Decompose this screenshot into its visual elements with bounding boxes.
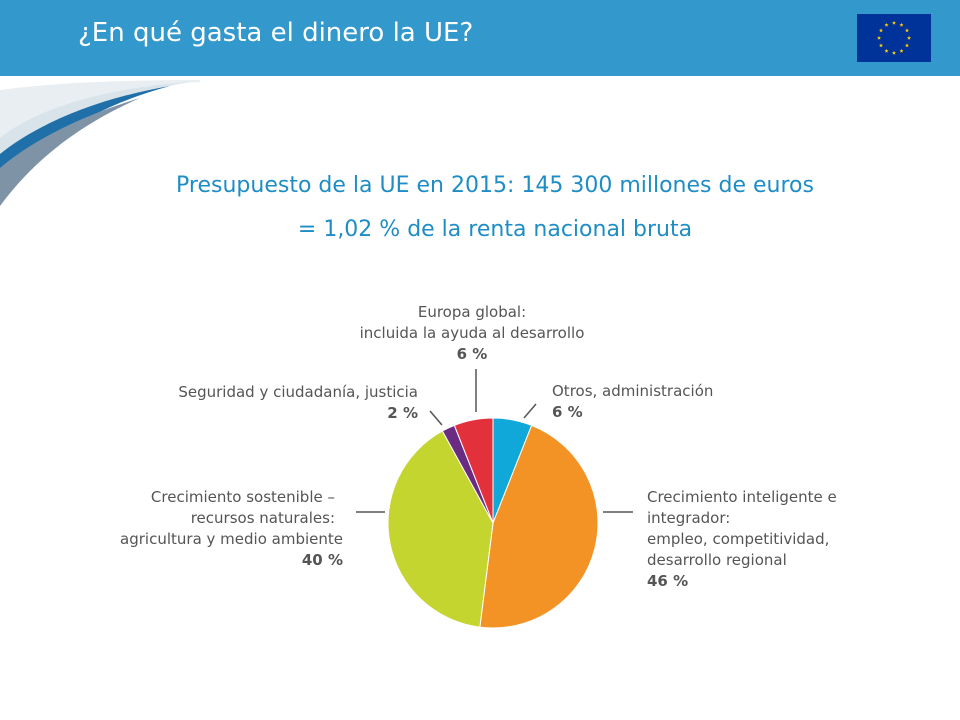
value-otros: 6 % [552, 403, 583, 421]
flag-star [878, 28, 884, 33]
label-otros: Otros, administración 6 % [552, 382, 714, 421]
value-europa-global: 6 % [456, 345, 488, 363]
flag-star [884, 22, 889, 27]
slice-crecimiento-sostenible [387, 430, 494, 628]
headline-gni: = 1,02 % de la renta nacional bruta [297, 217, 693, 242]
value-seguridad: 2 % [387, 404, 418, 422]
value-sostenible: 40 % [301, 551, 343, 569]
page-title: ¿En qué gasta el dinero la UE? [78, 18, 474, 48]
flag-star [899, 48, 904, 53]
headline-budget: Presupuesto de la UE en 2015: 145 300 mi… [176, 173, 814, 198]
label-inteligente: Crecimiento inteligente e integrador: em… [647, 488, 837, 590]
label-seguridad: Seguridad y ciudadanía, justicia 2 % [118, 382, 418, 424]
flag-star [906, 35, 912, 40]
decorative-swoosh [0, 80, 200, 206]
slice-europa-global [453, 417, 494, 524]
flag-star [891, 50, 897, 55]
slice-crecimiento-inteligente [479, 424, 599, 629]
flag-star [876, 35, 882, 40]
flag-star [891, 20, 897, 25]
flag-star [884, 48, 889, 53]
leader-line-otros [523, 403, 537, 419]
flag-star [904, 28, 910, 33]
leader-line-seguridad [429, 410, 443, 426]
eu-flag-icon [857, 14, 931, 62]
value-inteligente: 46 % [647, 572, 689, 590]
label-europa-global: Europa global: incluida la ayuda al desa… [342, 302, 602, 365]
label-sostenible: Crecimiento sostenible – recursos natura… [60, 487, 343, 571]
flag-star [904, 43, 910, 48]
header-bar: ¿En qué gasta el dinero la UE? [0, 0, 960, 76]
flag-star [899, 22, 904, 27]
flag-star [878, 43, 884, 48]
